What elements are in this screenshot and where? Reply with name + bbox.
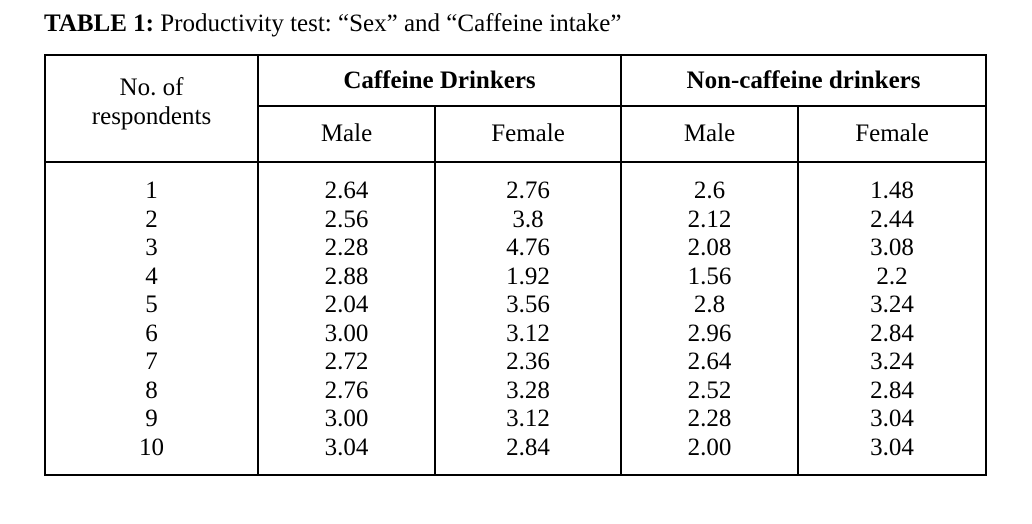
header-no-of-respondents: No. of respondents bbox=[44, 55, 259, 163]
cell-noncaffeine-male: 2.00 bbox=[620, 433, 800, 475]
table-caption-label: TABLE 1: bbox=[44, 10, 154, 37]
cell-caffeine-female: 3.12 bbox=[433, 405, 623, 434]
cell-caffeine-female: 3.8 bbox=[433, 205, 623, 234]
cell-noncaffeine-female: 3.04 bbox=[797, 433, 988, 475]
cell-noncaffeine-male: 1.56 bbox=[620, 262, 800, 291]
cell-caffeine-male: 2.28 bbox=[257, 234, 436, 263]
cell-noncaffeine-female: 1.48 bbox=[797, 162, 988, 206]
cell-noncaffeine-female: 2.44 bbox=[797, 205, 988, 234]
cell-noncaffeine-female: 3.24 bbox=[797, 291, 988, 320]
header-noncaffeine-male: Male bbox=[620, 106, 800, 163]
cell-caffeine-male: 3.00 bbox=[257, 319, 436, 348]
header-no-of-respondents-line2: respondents bbox=[91, 102, 212, 130]
cell-noncaffeine-male: 2.52 bbox=[620, 376, 800, 405]
cell-noncaffeine-female: 3.04 bbox=[797, 405, 988, 434]
cell-respondent-no: 4 bbox=[44, 262, 259, 291]
table-row: 2 2.56 3.8 2.12 2.44 bbox=[44, 205, 988, 234]
cell-noncaffeine-male: 2.96 bbox=[620, 319, 800, 348]
cell-caffeine-male: 2.76 bbox=[257, 376, 436, 405]
cell-caffeine-female: 1.92 bbox=[433, 262, 623, 291]
table-row: 3 2.28 4.76 2.08 3.08 bbox=[44, 234, 988, 263]
cell-caffeine-female: 2.36 bbox=[433, 348, 623, 377]
table-row: 8 2.76 3.28 2.52 2.84 bbox=[44, 376, 988, 405]
cell-caffeine-male: 2.72 bbox=[257, 348, 436, 377]
cell-caffeine-female: 3.12 bbox=[433, 319, 623, 348]
cell-respondent-no: 5 bbox=[44, 291, 259, 320]
cell-noncaffeine-male: 2.08 bbox=[620, 234, 800, 263]
group-header-row: No. of respondents Caffeine Drinkers Non… bbox=[44, 55, 988, 163]
cell-caffeine-female: 3.28 bbox=[433, 376, 623, 405]
cell-noncaffeine-male: 2.12 bbox=[620, 205, 800, 234]
cell-respondent-no: 3 bbox=[44, 234, 259, 263]
header-caffeine-drinkers: Caffeine Drinkers bbox=[256, 55, 623, 107]
table-row: 1 2.64 2.76 2.6 1.48 bbox=[44, 162, 988, 206]
cell-respondent-no: 7 bbox=[44, 348, 259, 377]
page: TABLE 1: Productivity test: “Sex” and “C… bbox=[0, 9, 1032, 524]
cell-noncaffeine-female: 3.24 bbox=[797, 348, 988, 377]
cell-noncaffeine-male: 2.8 bbox=[620, 291, 800, 320]
cell-noncaffeine-female: 3.08 bbox=[797, 234, 988, 263]
header-no-of-respondents-line1: No. of bbox=[119, 73, 184, 101]
cell-respondent-no: 2 bbox=[44, 205, 259, 234]
cell-noncaffeine-male: 2.6 bbox=[620, 162, 800, 206]
cell-noncaffeine-female: 2.2 bbox=[797, 262, 988, 291]
cell-caffeine-female: 4.76 bbox=[433, 234, 623, 263]
cell-caffeine-male: 2.04 bbox=[257, 291, 436, 320]
cell-noncaffeine-male: 2.28 bbox=[620, 405, 800, 434]
table-row: 6 3.00 3.12 2.96 2.84 bbox=[44, 319, 988, 348]
cell-caffeine-male: 2.64 bbox=[257, 162, 436, 206]
cell-respondent-no: 10 bbox=[44, 433, 259, 475]
subheader-row: Male Female Male Female bbox=[45, 106, 988, 163]
header-non-caffeine-drinkers: Non-caffeine drinkers bbox=[620, 55, 988, 107]
header-noncaffeine-female: Female bbox=[797, 106, 988, 163]
cell-respondent-no: 6 bbox=[44, 319, 259, 348]
cell-caffeine-female: 2.84 bbox=[433, 433, 623, 475]
cell-respondent-no: 1 bbox=[44, 162, 259, 206]
header-caffeine-male: Male bbox=[257, 106, 436, 163]
cell-caffeine-male: 3.04 bbox=[257, 433, 436, 475]
productivity-table: No. of respondents Caffeine Drinkers Non… bbox=[44, 54, 988, 476]
cell-noncaffeine-male: 2.64 bbox=[620, 348, 800, 377]
cell-caffeine-male: 2.88 bbox=[257, 262, 436, 291]
cell-caffeine-male: 3.00 bbox=[257, 405, 436, 434]
table-row: 5 2.04 3.56 2.8 3.24 bbox=[44, 291, 988, 320]
cell-respondent-no: 8 bbox=[44, 376, 259, 405]
cell-caffeine-female: 2.76 bbox=[433, 162, 623, 206]
cell-noncaffeine-female: 2.84 bbox=[797, 319, 988, 348]
table-row: 4 2.88 1.92 1.56 2.2 bbox=[44, 262, 988, 291]
table-row: 9 3.00 3.12 2.28 3.04 bbox=[44, 405, 988, 434]
table-row: 10 3.04 2.84 2.00 3.04 bbox=[44, 433, 988, 475]
table-row: 7 2.72 2.36 2.64 3.24 bbox=[44, 348, 988, 377]
cell-caffeine-male: 2.56 bbox=[257, 205, 436, 234]
header-caffeine-female: Female bbox=[433, 106, 623, 163]
table-caption: TABLE 1: Productivity test: “Sex” and “C… bbox=[44, 9, 1032, 39]
cell-noncaffeine-female: 2.84 bbox=[797, 376, 988, 405]
table-caption-text: Productivity test: “Sex” and “Caffeine i… bbox=[153, 10, 622, 37]
cell-caffeine-female: 3.56 bbox=[433, 291, 623, 320]
cell-respondent-no: 9 bbox=[44, 405, 259, 434]
